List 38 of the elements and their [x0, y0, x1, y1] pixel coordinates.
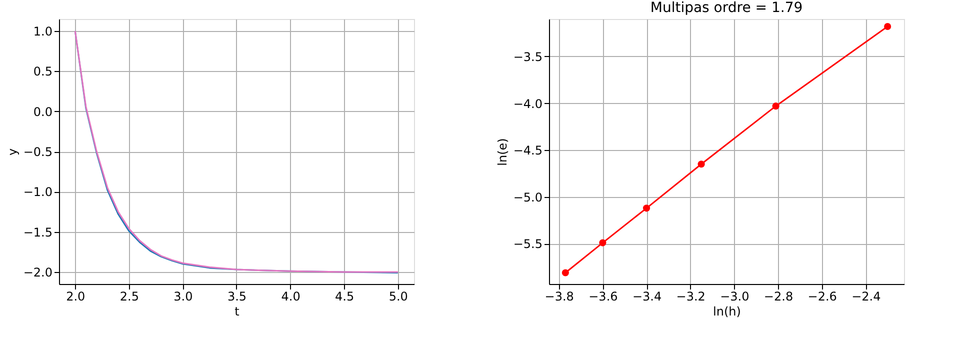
- x-tick-label: 4.0: [281, 290, 300, 304]
- y-tick-label: −5.0: [513, 190, 542, 204]
- x-tick-label: −3.4: [632, 290, 662, 304]
- point: [772, 102, 780, 110]
- x-tick-label: −2.4: [852, 290, 881, 304]
- x-tick-label: −2.8: [764, 290, 794, 304]
- x-tick-label: 2.0: [66, 290, 86, 304]
- y-tick-label: −5.5: [513, 237, 542, 252]
- x-tick-label: 3.0: [174, 290, 193, 304]
- y-axis-title: ln(e): [495, 138, 510, 166]
- x-tick-label: −3.0: [720, 290, 750, 304]
- y-tick-label: −0.5: [23, 145, 52, 159]
- point: [599, 239, 606, 246]
- x-tick-label: 3.5: [227, 290, 247, 304]
- y-tick-label: −1.5: [23, 225, 52, 240]
- point: [884, 22, 892, 30]
- x-axis-title: t: [234, 304, 240, 318]
- x-tick-label: −3.8: [544, 290, 574, 304]
- x-tick-label: 5.0: [388, 290, 408, 304]
- point: [562, 269, 569, 276]
- point: [642, 204, 650, 212]
- x-tick-label: −2.6: [808, 290, 837, 304]
- y-tick-label: −2.0: [23, 265, 52, 280]
- x-tick-label: 4.5: [335, 290, 354, 304]
- x-tick-label: −3.2: [676, 290, 706, 304]
- x-tick-label: 2.5: [120, 290, 139, 304]
- y-tick-label: −4.5: [513, 144, 542, 158]
- x-axis-title: ln(h): [713, 304, 741, 318]
- y-tick-label: −1.0: [23, 185, 52, 200]
- point: [698, 160, 705, 168]
- y-tick-label: 0.5: [33, 64, 52, 79]
- y-tick-label: −3.5: [513, 50, 542, 64]
- x-tick-label: −3.6: [588, 290, 618, 304]
- chart-title: Multipas ordre = 1.79: [650, 0, 803, 16]
- y-tick-label: −4.0: [513, 96, 542, 111]
- y-tick-label: 1.0: [33, 24, 52, 39]
- y-axis-title: y: [5, 148, 20, 156]
- y-tick-label: 0.0: [33, 104, 52, 119]
